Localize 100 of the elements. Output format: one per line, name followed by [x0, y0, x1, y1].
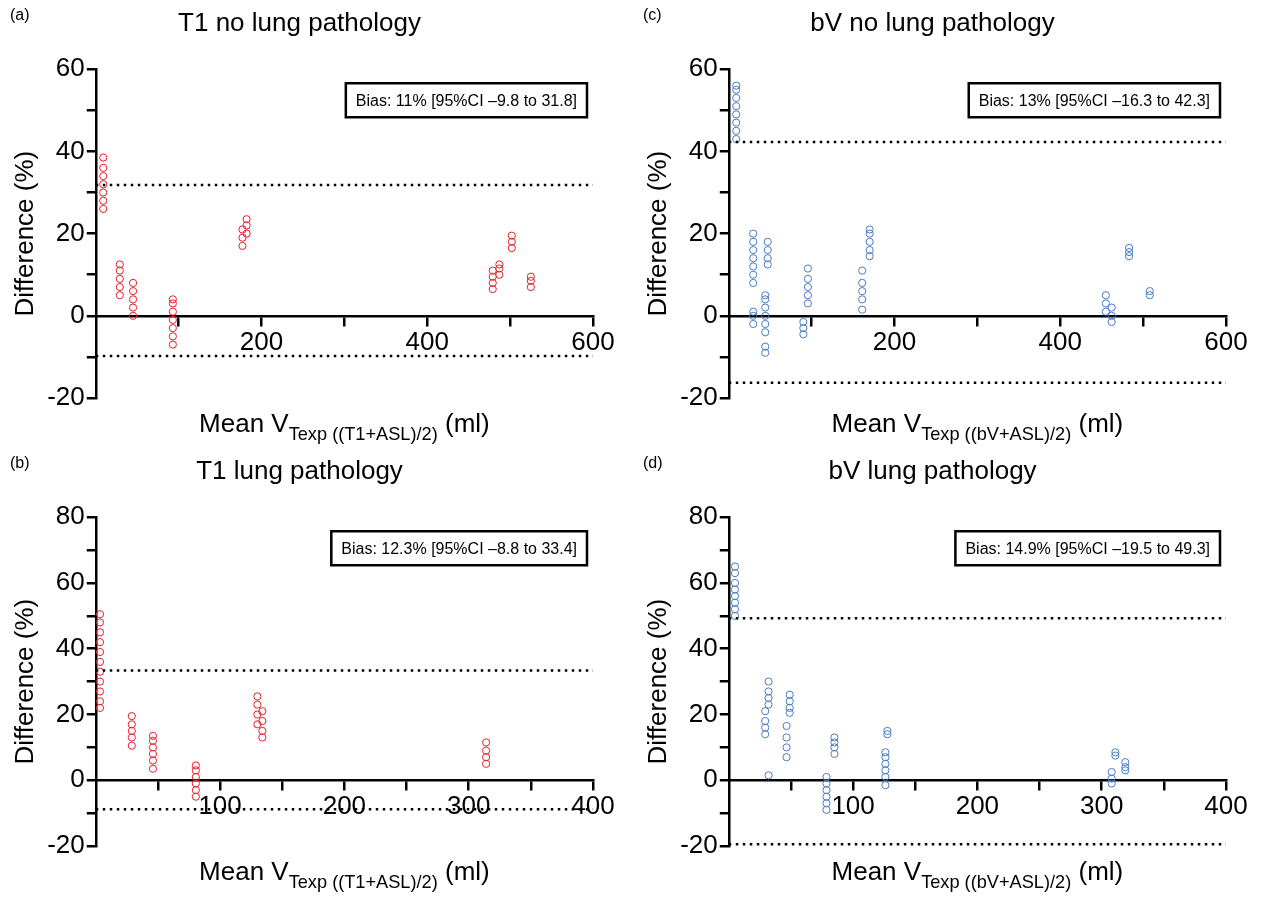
point — [865, 245, 874, 255]
point — [495, 270, 504, 279]
text: (a) — [10, 6, 30, 24]
point — [881, 748, 890, 757]
point — [115, 291, 124, 300]
point — [253, 720, 262, 729]
x-tick-label: 200 — [955, 790, 1000, 821]
y-tick-label: 20 — [688, 216, 718, 247]
point — [1101, 307, 1110, 316]
point — [95, 703, 105, 712]
point — [730, 562, 740, 571]
point — [732, 102, 741, 111]
y-tick-label: 40 — [55, 631, 85, 662]
chart-title: T1 no lung pathology — [178, 6, 421, 37]
point — [238, 233, 247, 242]
point — [115, 260, 124, 269]
point — [99, 163, 108, 172]
point — [191, 761, 200, 770]
point — [732, 81, 741, 90]
x-tick-label: 300 — [447, 790, 491, 821]
point — [488, 272, 497, 281]
point — [242, 229, 251, 238]
point — [881, 753, 890, 762]
point — [782, 721, 791, 731]
point — [191, 786, 200, 795]
point — [858, 266, 867, 275]
point — [764, 677, 773, 686]
point — [749, 229, 758, 238]
point — [785, 697, 794, 706]
point — [881, 781, 890, 790]
point — [782, 743, 791, 752]
annotation: Bias: 14.9% [95%CI –19.5 to 49.3] — [965, 539, 1211, 557]
y-tick-label: -20 — [47, 381, 85, 412]
point — [128, 287, 138, 296]
point — [526, 276, 535, 285]
point — [191, 766, 200, 775]
y-tick-label: 60 — [55, 566, 85, 597]
point — [830, 743, 839, 752]
point — [749, 254, 758, 263]
point — [482, 759, 491, 768]
point — [95, 667, 105, 676]
point — [764, 693, 773, 703]
point — [258, 716, 267, 726]
point — [95, 618, 105, 627]
y-axis-title: Difference (%) — [8, 150, 39, 317]
point — [482, 738, 491, 747]
point — [1145, 287, 1154, 296]
point — [881, 772, 890, 782]
point — [803, 282, 813, 292]
point — [803, 264, 813, 273]
point — [507, 237, 516, 246]
point — [858, 295, 867, 304]
point — [730, 569, 740, 578]
point — [763, 254, 772, 263]
point — [761, 291, 770, 300]
y-axis-title: Difference (%) — [641, 598, 672, 765]
point — [495, 264, 504, 273]
point — [191, 792, 200, 801]
point — [115, 266, 124, 275]
point — [168, 340, 177, 349]
point — [127, 741, 136, 750]
point — [1101, 291, 1110, 300]
point — [749, 307, 758, 316]
point — [1107, 311, 1116, 320]
text: (b) — [10, 454, 30, 472]
y-tick-label: 0 — [70, 763, 85, 794]
point — [95, 657, 105, 666]
x-tick-label: 300 — [1080, 790, 1124, 821]
point — [1111, 748, 1120, 757]
point — [822, 792, 831, 801]
point — [1107, 767, 1116, 777]
point — [883, 730, 892, 739]
point — [865, 252, 874, 261]
y-tick-label: -20 — [680, 381, 718, 412]
point — [148, 749, 158, 759]
point — [242, 221, 251, 230]
point — [1107, 317, 1116, 327]
point — [1124, 252, 1134, 261]
point — [785, 703, 794, 712]
point — [763, 260, 772, 269]
y-tick-label: 20 — [55, 697, 85, 728]
point — [1107, 303, 1116, 312]
point — [732, 126, 741, 135]
point — [799, 330, 808, 339]
point — [785, 690, 794, 699]
point — [865, 237, 874, 246]
x-tick-label: 400 — [571, 790, 615, 821]
point — [128, 295, 138, 304]
point — [764, 771, 773, 780]
point — [258, 726, 267, 736]
point — [1124, 243, 1134, 253]
point — [1124, 248, 1134, 257]
point — [258, 707, 267, 716]
point — [830, 733, 839, 742]
point — [191, 772, 200, 782]
point — [168, 324, 177, 333]
point — [168, 315, 177, 325]
point — [242, 215, 251, 224]
point — [253, 692, 262, 701]
point — [761, 295, 770, 304]
